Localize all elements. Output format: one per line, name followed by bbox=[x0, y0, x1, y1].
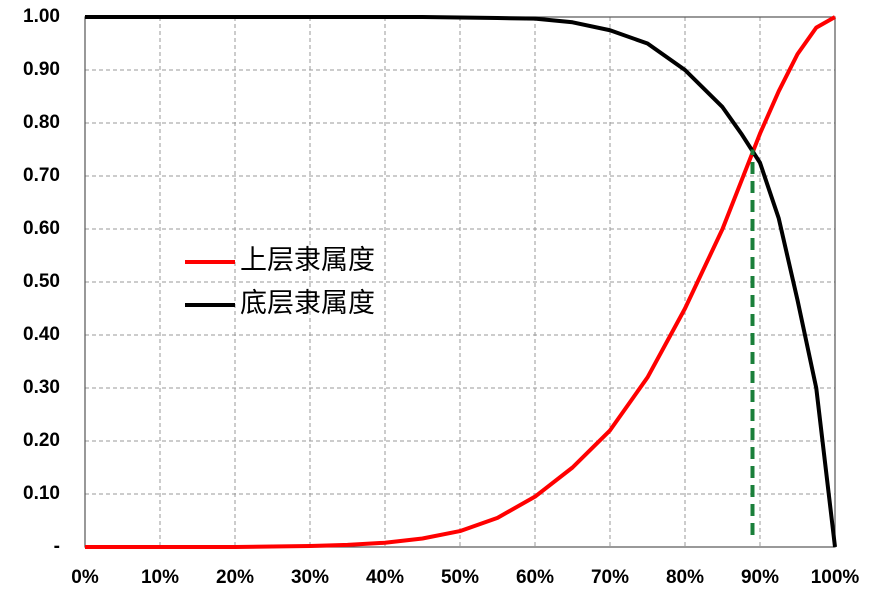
y-tick-label: 0.50 bbox=[23, 271, 60, 292]
y-tick-label: 0.70 bbox=[23, 165, 60, 186]
y-tick-label: 0.80 bbox=[23, 112, 60, 133]
y-tick-label: 0.30 bbox=[23, 377, 60, 398]
x-tick-label: 50% bbox=[441, 567, 479, 588]
y-tick-label: - bbox=[54, 536, 60, 557]
x-tick-label: 90% bbox=[741, 567, 779, 588]
y-tick-label: 0.10 bbox=[23, 483, 60, 504]
x-tick-label: 0% bbox=[71, 567, 99, 588]
series-line bbox=[85, 15, 836, 549]
x-tick-label: 30% bbox=[291, 567, 329, 588]
y-tick-label: 0.90 bbox=[23, 59, 60, 80]
series-line bbox=[85, 15, 837, 548]
y-tick-label: 0.20 bbox=[23, 430, 60, 451]
x-tick-label: 80% bbox=[666, 567, 704, 588]
x-tick-label: 10% bbox=[141, 567, 179, 588]
legend-label: 底层隶属度 bbox=[240, 288, 375, 318]
y-tick-label: 0.60 bbox=[23, 218, 60, 239]
x-tick-label: 40% bbox=[366, 567, 404, 588]
legend-label: 上层隶属度 bbox=[240, 245, 375, 275]
y-tick-label: 0.40 bbox=[23, 324, 60, 345]
x-tick-label: 70% bbox=[591, 567, 629, 588]
x-tick-label: 60% bbox=[516, 567, 554, 588]
y-tick-label: 1.00 bbox=[23, 6, 60, 27]
x-tick-label: 100% bbox=[811, 567, 860, 588]
x-tick-label: 20% bbox=[216, 567, 254, 588]
